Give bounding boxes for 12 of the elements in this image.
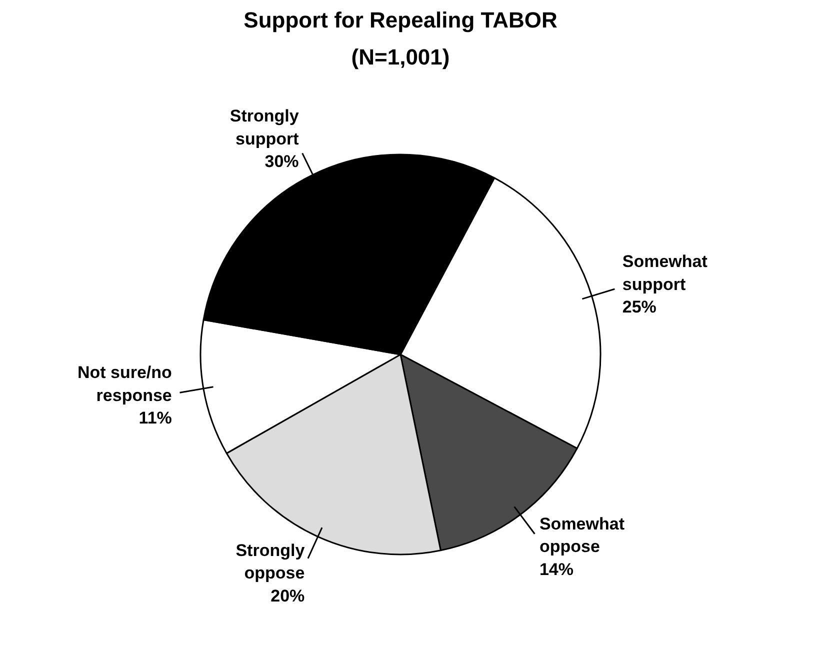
data-label: 14%	[539, 560, 574, 579]
slice-label: Strongly support	[230, 106, 300, 148]
chart-title: Support for Repealing TABOR	[244, 8, 558, 32]
slice-label: Somewhat oppose	[539, 514, 625, 556]
slice-label: Not sure/no response	[77, 363, 172, 405]
data-label: 25%	[622, 298, 656, 317]
data-label: 11%	[138, 408, 172, 428]
data-label: 20%	[270, 586, 305, 606]
slice-label: Strongly oppose	[236, 540, 306, 583]
chart-subtitle: (N=1,001)	[351, 44, 450, 70]
data-label: 30%	[264, 152, 299, 172]
slice-label: Somewhat support	[622, 252, 708, 294]
